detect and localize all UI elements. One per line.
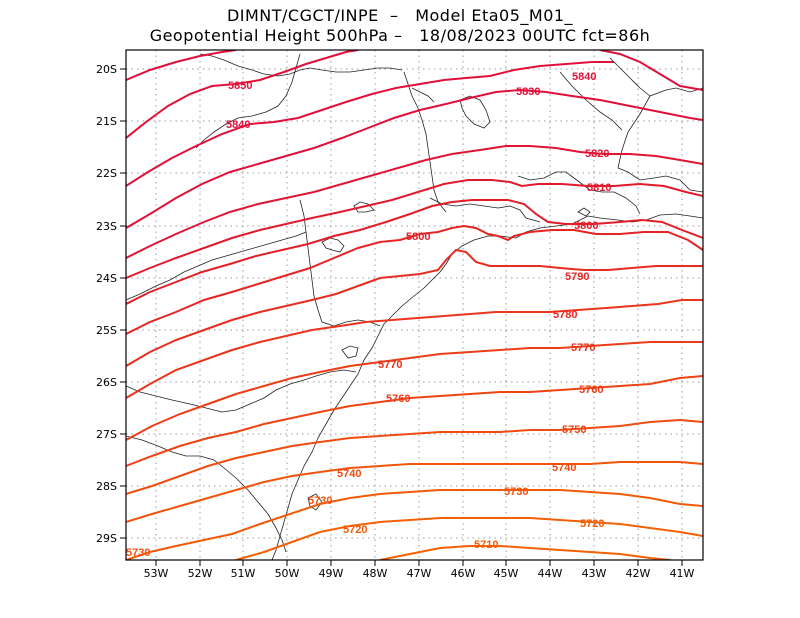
contour-label: 5840 <box>572 71 596 83</box>
contour-label: 5810 <box>587 182 611 194</box>
contour-label: 5790 <box>565 271 589 283</box>
lake-outline <box>353 201 375 213</box>
lat-label: 21S <box>96 115 117 128</box>
contour-line-5810 <box>126 179 703 279</box>
axis-ticks <box>120 68 683 566</box>
contour-label: 5770 <box>378 359 402 371</box>
lon-label: 43W <box>582 567 607 580</box>
lat-label: 29S <box>96 532 117 545</box>
lat-label: 27S <box>96 428 117 441</box>
contour-line-5710 <box>235 517 703 560</box>
contour-label: 5850 <box>228 80 252 92</box>
contour-line-5750 <box>126 375 703 467</box>
state-border <box>609 57 651 97</box>
lon-label: 42W <box>626 567 651 580</box>
longitude-labels: 53W 52W 51W 50W 49W 48W 47W 46W 45W 44W … <box>144 567 695 580</box>
contour-line-5740 <box>126 418 703 495</box>
lon-label: 46W <box>451 567 476 580</box>
map-title-line-1: DIMNT/CGCT/INPE – Model Eta05_M01_ <box>226 6 574 25</box>
lat-label: 20S <box>96 63 117 76</box>
contour-label: 5730 <box>308 495 332 507</box>
lon-label: 41W <box>670 567 695 580</box>
state-border <box>126 369 357 413</box>
island-outline <box>577 207 591 217</box>
contour-label: 5730 <box>126 547 150 559</box>
lon-label: 45W <box>494 567 519 580</box>
lon-label: 53W <box>144 567 169 580</box>
sao-paulo-coast-bay <box>429 197 541 223</box>
lon-label: 50W <box>275 567 300 580</box>
lat-label: 22S <box>96 167 117 180</box>
country-border <box>126 435 287 553</box>
map-title-line-2: Geopotential Height 500hPa – 18/08/2023 … <box>149 26 651 45</box>
contour-label: 5750 <box>562 424 586 436</box>
contour-line-5730 <box>126 461 703 523</box>
contour-line-5700 <box>379 545 671 560</box>
rio-coast-detail <box>517 171 641 215</box>
contour-line-5850 <box>126 50 237 81</box>
contour-line-5840 <box>599 50 703 91</box>
contour-label: 5760 <box>386 393 410 405</box>
contour-label: 5760 <box>579 384 603 396</box>
lake-outline <box>307 493 323 511</box>
map-frame <box>125 49 704 561</box>
lat-lon-grid <box>126 50 703 560</box>
lon-label: 48W <box>363 567 388 580</box>
contour-line-5720 <box>126 489 703 560</box>
lat-label: 23S <box>96 220 117 233</box>
contour-line-5840 <box>126 61 614 187</box>
contour-line-5790 <box>126 224 703 335</box>
lon-label: 51W <box>231 567 256 580</box>
contour-label: 5710 <box>474 539 498 551</box>
lat-label: 24S <box>96 272 117 285</box>
contour-label: 5720 <box>580 518 604 530</box>
contour-line-5850 <box>126 50 359 139</box>
lat-label: 25S <box>96 324 117 337</box>
contour-label: 5780 <box>553 309 577 321</box>
contour-label: 5800 <box>574 220 598 232</box>
lake-outline <box>411 87 435 103</box>
contour-label: 5720 <box>343 524 367 536</box>
contour-line-5780 <box>126 248 703 367</box>
lake-outline <box>459 95 491 129</box>
lat-label: 26S <box>96 376 117 389</box>
contour-label: 5770 <box>571 342 595 354</box>
state-border <box>199 53 403 77</box>
height-contours <box>126 50 703 560</box>
contour-line-5760 <box>126 341 703 441</box>
contour-labels: 5850 5840 5840 5830 5820 5810 5800 5800 … <box>126 71 611 559</box>
contour-label: 5740 <box>552 462 576 474</box>
contour-label: 5730 <box>504 486 528 498</box>
atlantic-coastline <box>271 213 703 560</box>
lon-label: 47W <box>407 567 432 580</box>
contour-line-5770 <box>126 299 703 399</box>
contour-label: 5800 <box>406 231 430 243</box>
state-border <box>403 71 447 213</box>
contour-label: 5740 <box>337 468 361 480</box>
contour-label: 5830 <box>516 86 540 98</box>
atlantic-coastline <box>617 87 703 193</box>
lon-label: 49W <box>319 567 344 580</box>
state-border <box>559 71 623 131</box>
contour-line-5820 <box>126 145 703 259</box>
contour-line-5830 <box>126 88 703 229</box>
latitude-labels: 20S 21S 22S 23S 24S 25S 26S 27S 28S 29S <box>96 63 117 545</box>
state-border <box>299 199 381 327</box>
coastline-and-borders <box>126 53 703 560</box>
contour-label: 5840 <box>226 119 250 131</box>
state-border <box>195 53 301 149</box>
lake-outline <box>341 345 359 359</box>
lat-label: 28S <box>96 480 117 493</box>
contour-label: 5820 <box>585 148 609 160</box>
lake-outline <box>321 237 345 253</box>
contour-line-5800 <box>126 199 703 305</box>
river-border <box>126 231 307 301</box>
lon-label: 44W <box>538 567 563 580</box>
lon-label: 52W <box>188 567 213 580</box>
